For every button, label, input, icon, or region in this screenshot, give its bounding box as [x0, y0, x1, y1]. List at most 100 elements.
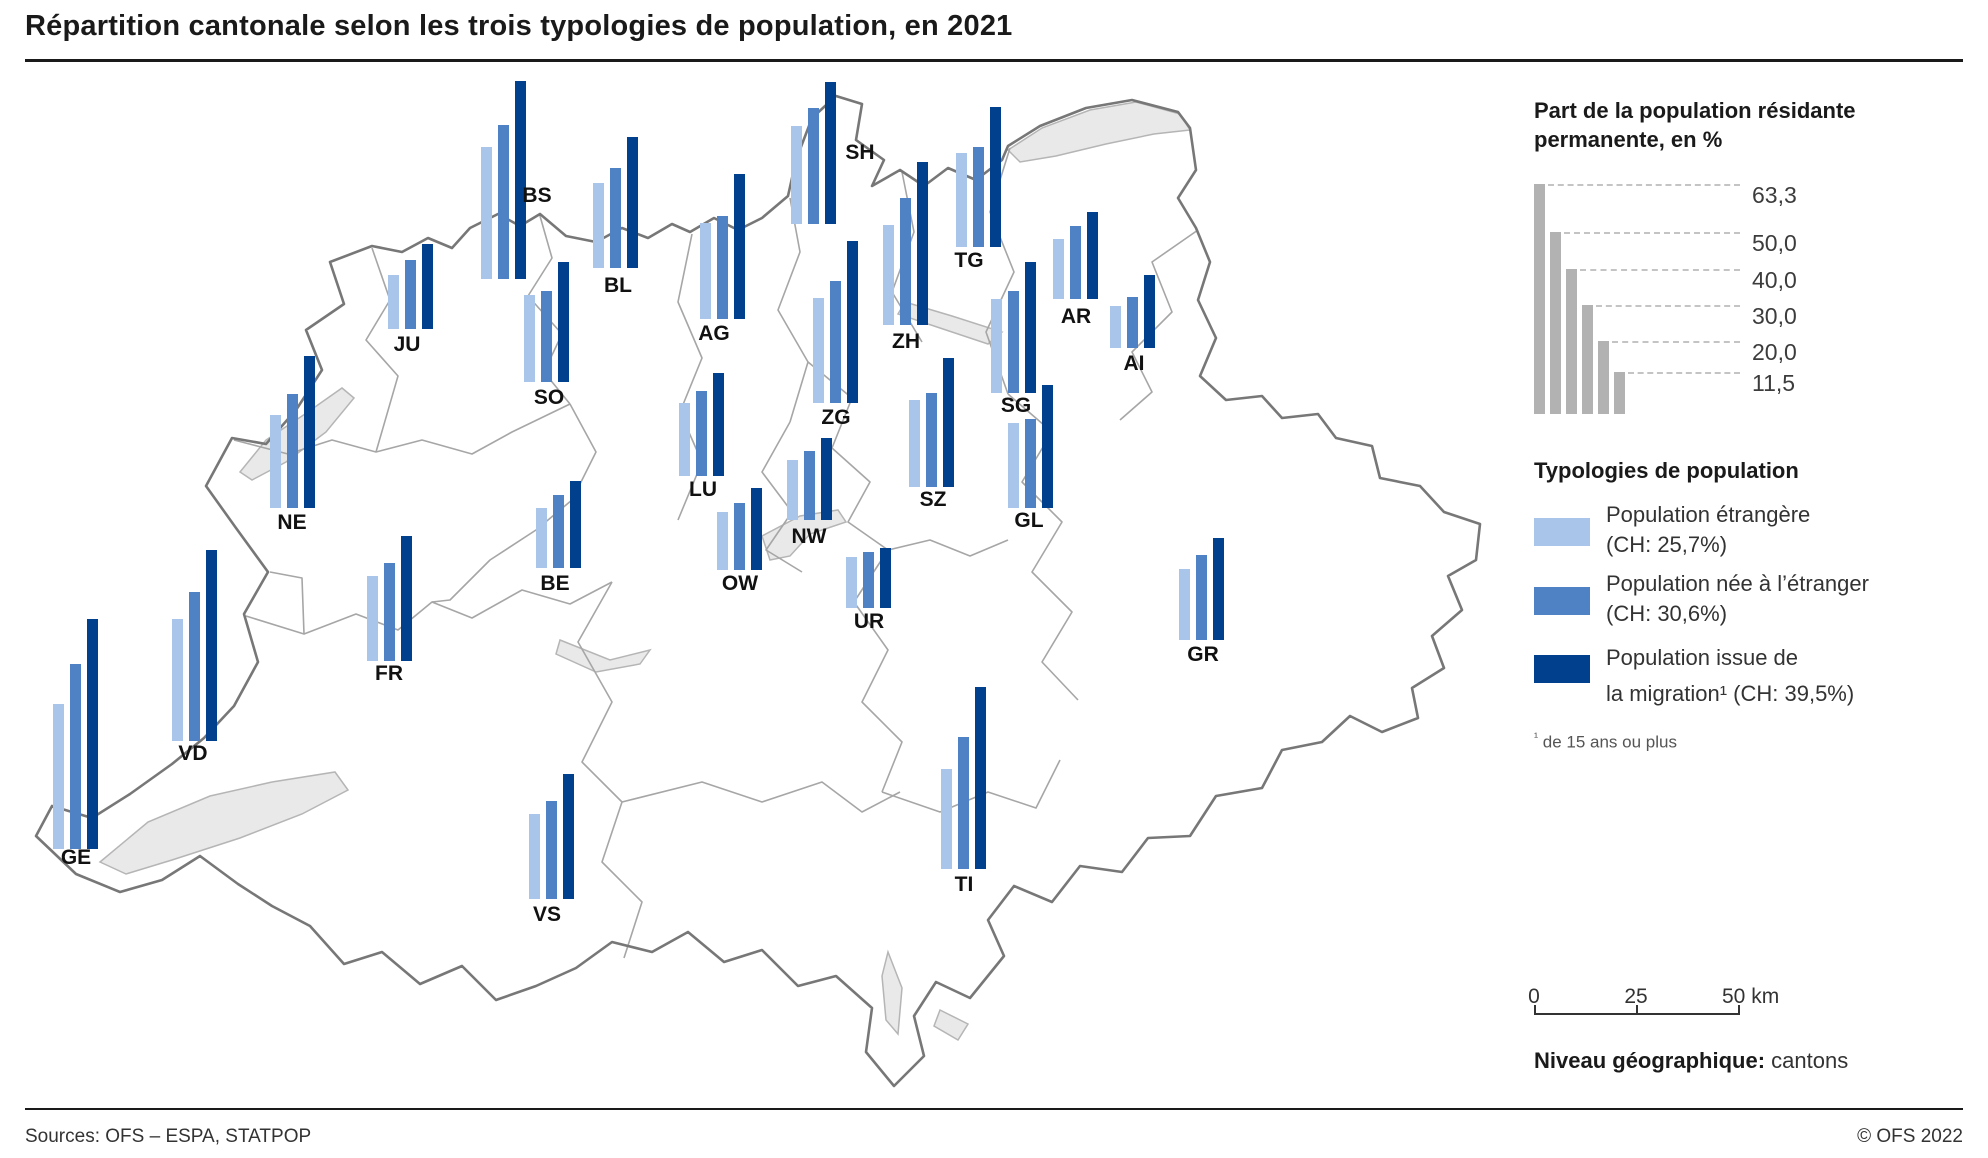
bar-TG-serie3: [990, 107, 1001, 247]
canton-label-BS: BS: [522, 184, 552, 207]
legend-scale-title: Part de la population résidante permanen…: [1534, 98, 1856, 152]
bar-UR-serie2: [863, 552, 874, 608]
bar-SH-serie3: [825, 82, 836, 224]
bar-FR-serie3: [401, 536, 412, 661]
bar-BS-serie1: [481, 147, 492, 279]
lake-lugano: [933, 1008, 970, 1042]
scalebar-tick-0: [1534, 1005, 1536, 1013]
legend-tick-11,5: 11,5: [1752, 370, 1796, 396]
footnote: ¹ de 15 ans ou plus: [1534, 730, 1677, 752]
legend-scale-bar-30,0: [1582, 305, 1593, 414]
bar-AR-serie2: [1070, 226, 1081, 299]
canton-label-AI: AI: [1123, 352, 1145, 375]
bar-SG-serie1: [991, 299, 1002, 393]
lake-geneva: [98, 771, 350, 875]
canton-label-LU: LU: [689, 478, 717, 501]
bar-BL-serie3: [627, 137, 638, 268]
footer-sources: Sources: OFS – ESPA, STATPOP: [25, 1126, 312, 1147]
bar-GR-serie2: [1196, 555, 1207, 640]
bar-NW-serie3: [821, 438, 832, 520]
page-title: Répartition cantonale selon les trois ty…: [25, 10, 1013, 42]
label-population-etrangere: Population étrangère (CH: 25,7%): [1606, 502, 1811, 557]
legend-scale-bar-40,0: [1566, 269, 1577, 414]
legend-scale-bar-20,0: [1598, 341, 1609, 414]
canton-label-OW: OW: [721, 572, 759, 595]
canton-label-VD: VD: [178, 742, 208, 765]
lake-constance: [1006, 101, 1192, 163]
legend-scale-bar-50,0: [1550, 232, 1561, 414]
legend-leader-63,3: [1548, 184, 1740, 186]
canton-label-AG: AG: [698, 322, 730, 345]
lake-thun-brienz: [555, 638, 652, 673]
bar-AG-serie3: [734, 174, 745, 319]
bar-GE-serie1: [53, 704, 64, 849]
bar-AI-serie3: [1144, 275, 1155, 348]
legend-tick-20,0: 20,0: [1752, 339, 1797, 365]
bar-AR-serie1: [1053, 239, 1064, 299]
label-population-nee-etranger: Population née à l’étranger (CH: 30,6%): [1606, 571, 1869, 626]
scalebar-label-50km: 50 km: [1722, 985, 1780, 1008]
bar-UR-serie1: [846, 557, 857, 608]
scalebar-line: [1534, 1013, 1740, 1015]
scalebar-tick-50: [1738, 1005, 1740, 1013]
bar-ZH-serie2: [900, 198, 911, 325]
legend-leader-30,0: [1596, 305, 1740, 307]
bar-SG-serie2: [1008, 291, 1019, 393]
bar-GL-serie2: [1025, 419, 1036, 508]
canton-label-GL: GL: [1014, 509, 1044, 532]
bar-FR-serie1: [367, 576, 378, 661]
bar-SO-serie2: [541, 291, 552, 382]
bar-FR-serie2: [384, 563, 395, 661]
bar-AI-serie2: [1127, 297, 1138, 348]
canton-label-NE: NE: [277, 511, 307, 534]
bar-LU-serie3: [713, 373, 724, 476]
bar-GL-serie1: [1008, 423, 1019, 508]
swatch-population-migration: [1534, 655, 1590, 683]
canton-label-BL: BL: [604, 274, 632, 297]
bar-TG-serie2: [973, 147, 984, 247]
bar-NW-serie2: [804, 451, 815, 520]
swatch-population-etrangere: [1534, 518, 1590, 546]
bar-BE-serie1: [536, 508, 547, 568]
bar-VS-serie1: [529, 814, 540, 899]
bar-LU-serie1: [679, 403, 690, 476]
bar-ZG-serie3: [847, 241, 858, 403]
bar-TI-serie2: [958, 737, 969, 869]
legend-leader-11,5: [1628, 372, 1740, 374]
canton-label-NW: NW: [791, 525, 827, 548]
bar-ZH-serie1: [883, 225, 894, 325]
bar-UR-serie3: [880, 548, 891, 608]
label-population-migration: Population issue de la migration¹ (CH: 3…: [1606, 645, 1855, 706]
bar-OW-serie1: [717, 512, 728, 570]
legend-tick-50,0: 50,0: [1752, 230, 1797, 256]
bar-JU-serie3: [422, 244, 433, 329]
bar-BS-serie3: [515, 81, 526, 279]
canton-label-GE: GE: [60, 846, 92, 869]
bar-BE-serie3: [570, 481, 581, 568]
bar-BL-serie2: [610, 168, 621, 268]
bar-SZ-serie3: [943, 358, 954, 487]
bar-ZG-serie2: [830, 281, 841, 403]
canton-label-TI: TI: [954, 873, 974, 896]
bar-GR-serie1: [1179, 569, 1190, 640]
bar-NE-serie1: [270, 415, 281, 508]
bar-SZ-serie1: [909, 400, 920, 487]
footer-copyright: © OFS 2022: [1857, 1126, 1963, 1147]
bar-BS-serie2: [498, 125, 509, 279]
legend-tick-40,0: 40,0: [1752, 267, 1797, 293]
bar-GE-serie2: [70, 664, 81, 849]
bar-AG-serie1: [700, 223, 711, 319]
bar-AI-serie1: [1110, 306, 1121, 348]
bar-VD-serie2: [189, 592, 200, 741]
canton-label-UR: UR: [853, 610, 885, 633]
geo-level: Niveau géographique: cantons: [1534, 1048, 1849, 1073]
legend-scale-bar-63,3: [1534, 184, 1545, 414]
bar-SO-serie1: [524, 295, 535, 382]
legend-leader-20,0: [1612, 341, 1740, 343]
scalebar-label-25: 25: [1624, 985, 1648, 1008]
bar-VD-serie1: [172, 619, 183, 741]
bar-NE-serie2: [287, 394, 298, 508]
canton-label-ZG: ZG: [821, 406, 851, 429]
title-divider: [25, 59, 1963, 62]
